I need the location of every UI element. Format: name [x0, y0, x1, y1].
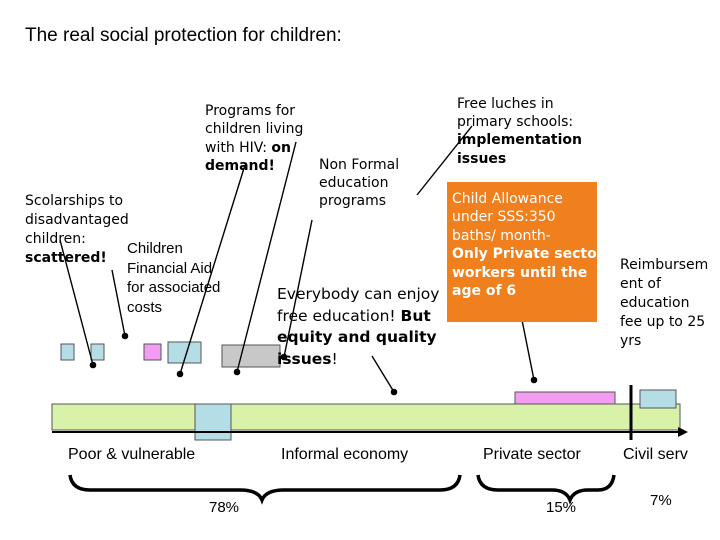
callout-reimbursement: Reimbursem ent of education fee up to 25…: [620, 257, 709, 349]
callout-scholarships-bold: scattered!: [25, 249, 107, 266]
population-bar: [51, 403, 681, 431]
callout-scholarships: Scolarships to disadvantaged children: sc…: [25, 192, 129, 268]
sector-label-civil: Civil serv: [623, 446, 688, 463]
brace-left: [68, 474, 462, 505]
share-private: 15%: [546, 499, 577, 516]
callout-free-edu-bold2: equity and quality issues: [277, 328, 437, 369]
share-poor-informal: 78%: [209, 499, 240, 516]
brace-private: [476, 474, 616, 505]
callout-lunches-bold: implementation issues: [457, 132, 582, 167]
private-sector-top-bar: [514, 391, 616, 405]
callout-child-allowance-bold: Only Private sector workers until the ag…: [452, 246, 604, 300]
sector-label-private: Private sector: [483, 446, 581, 463]
axis-arrowhead: [678, 427, 688, 437]
share-civil: 7%: [650, 492, 672, 509]
child-allowance-box: [447, 182, 597, 322]
box-grey: [221, 344, 281, 368]
box-blue-tall: [194, 403, 232, 441]
callout-hiv-plain: Programs for children living with HIV: o…: [205, 103, 304, 174]
box-blue-1: [60, 343, 75, 361]
callout-free-edu-bold1: But: [400, 306, 431, 325]
callout-free-edu-plain: Everybody can enjoy free education!: [277, 285, 440, 325]
callout-child-allowance: Child Allowance under SSS:350 baths/ mon…: [452, 190, 604, 301]
callout-lunches-plain: Free luches in primary schools:: [457, 96, 574, 131]
callout-hiv-programs: Programs for children living with HIV: o…: [205, 84, 303, 175]
callout-free-lunches: Free luches in primary schools: implement…: [457, 95, 582, 168]
callout-child-allowance-plain: Child Allowance under SSS:350 baths/ mon…: [452, 191, 563, 244]
sector-label-poor: Poor & vulnerable: [68, 446, 196, 463]
callout-financial-aid: Children Financial Aid for associated co…: [127, 240, 221, 316]
box-blue-2: [90, 343, 105, 361]
box-blue-3: [167, 341, 202, 364]
page-title: The real social protection for children:: [25, 25, 342, 46]
sector-label-informal: Informal economy: [281, 446, 409, 463]
callout-nonformal: Non Formal education programs: [319, 157, 400, 210]
box-pink-1: [143, 343, 162, 361]
callout-free-edu-end: !: [331, 350, 338, 369]
callout-free-education: Everybody can enjoy free education! But e…: [277, 284, 439, 371]
box-blue-right: [639, 389, 677, 409]
callout-scholarships-plain: Scolarships to disadvantaged children:: [25, 193, 129, 247]
